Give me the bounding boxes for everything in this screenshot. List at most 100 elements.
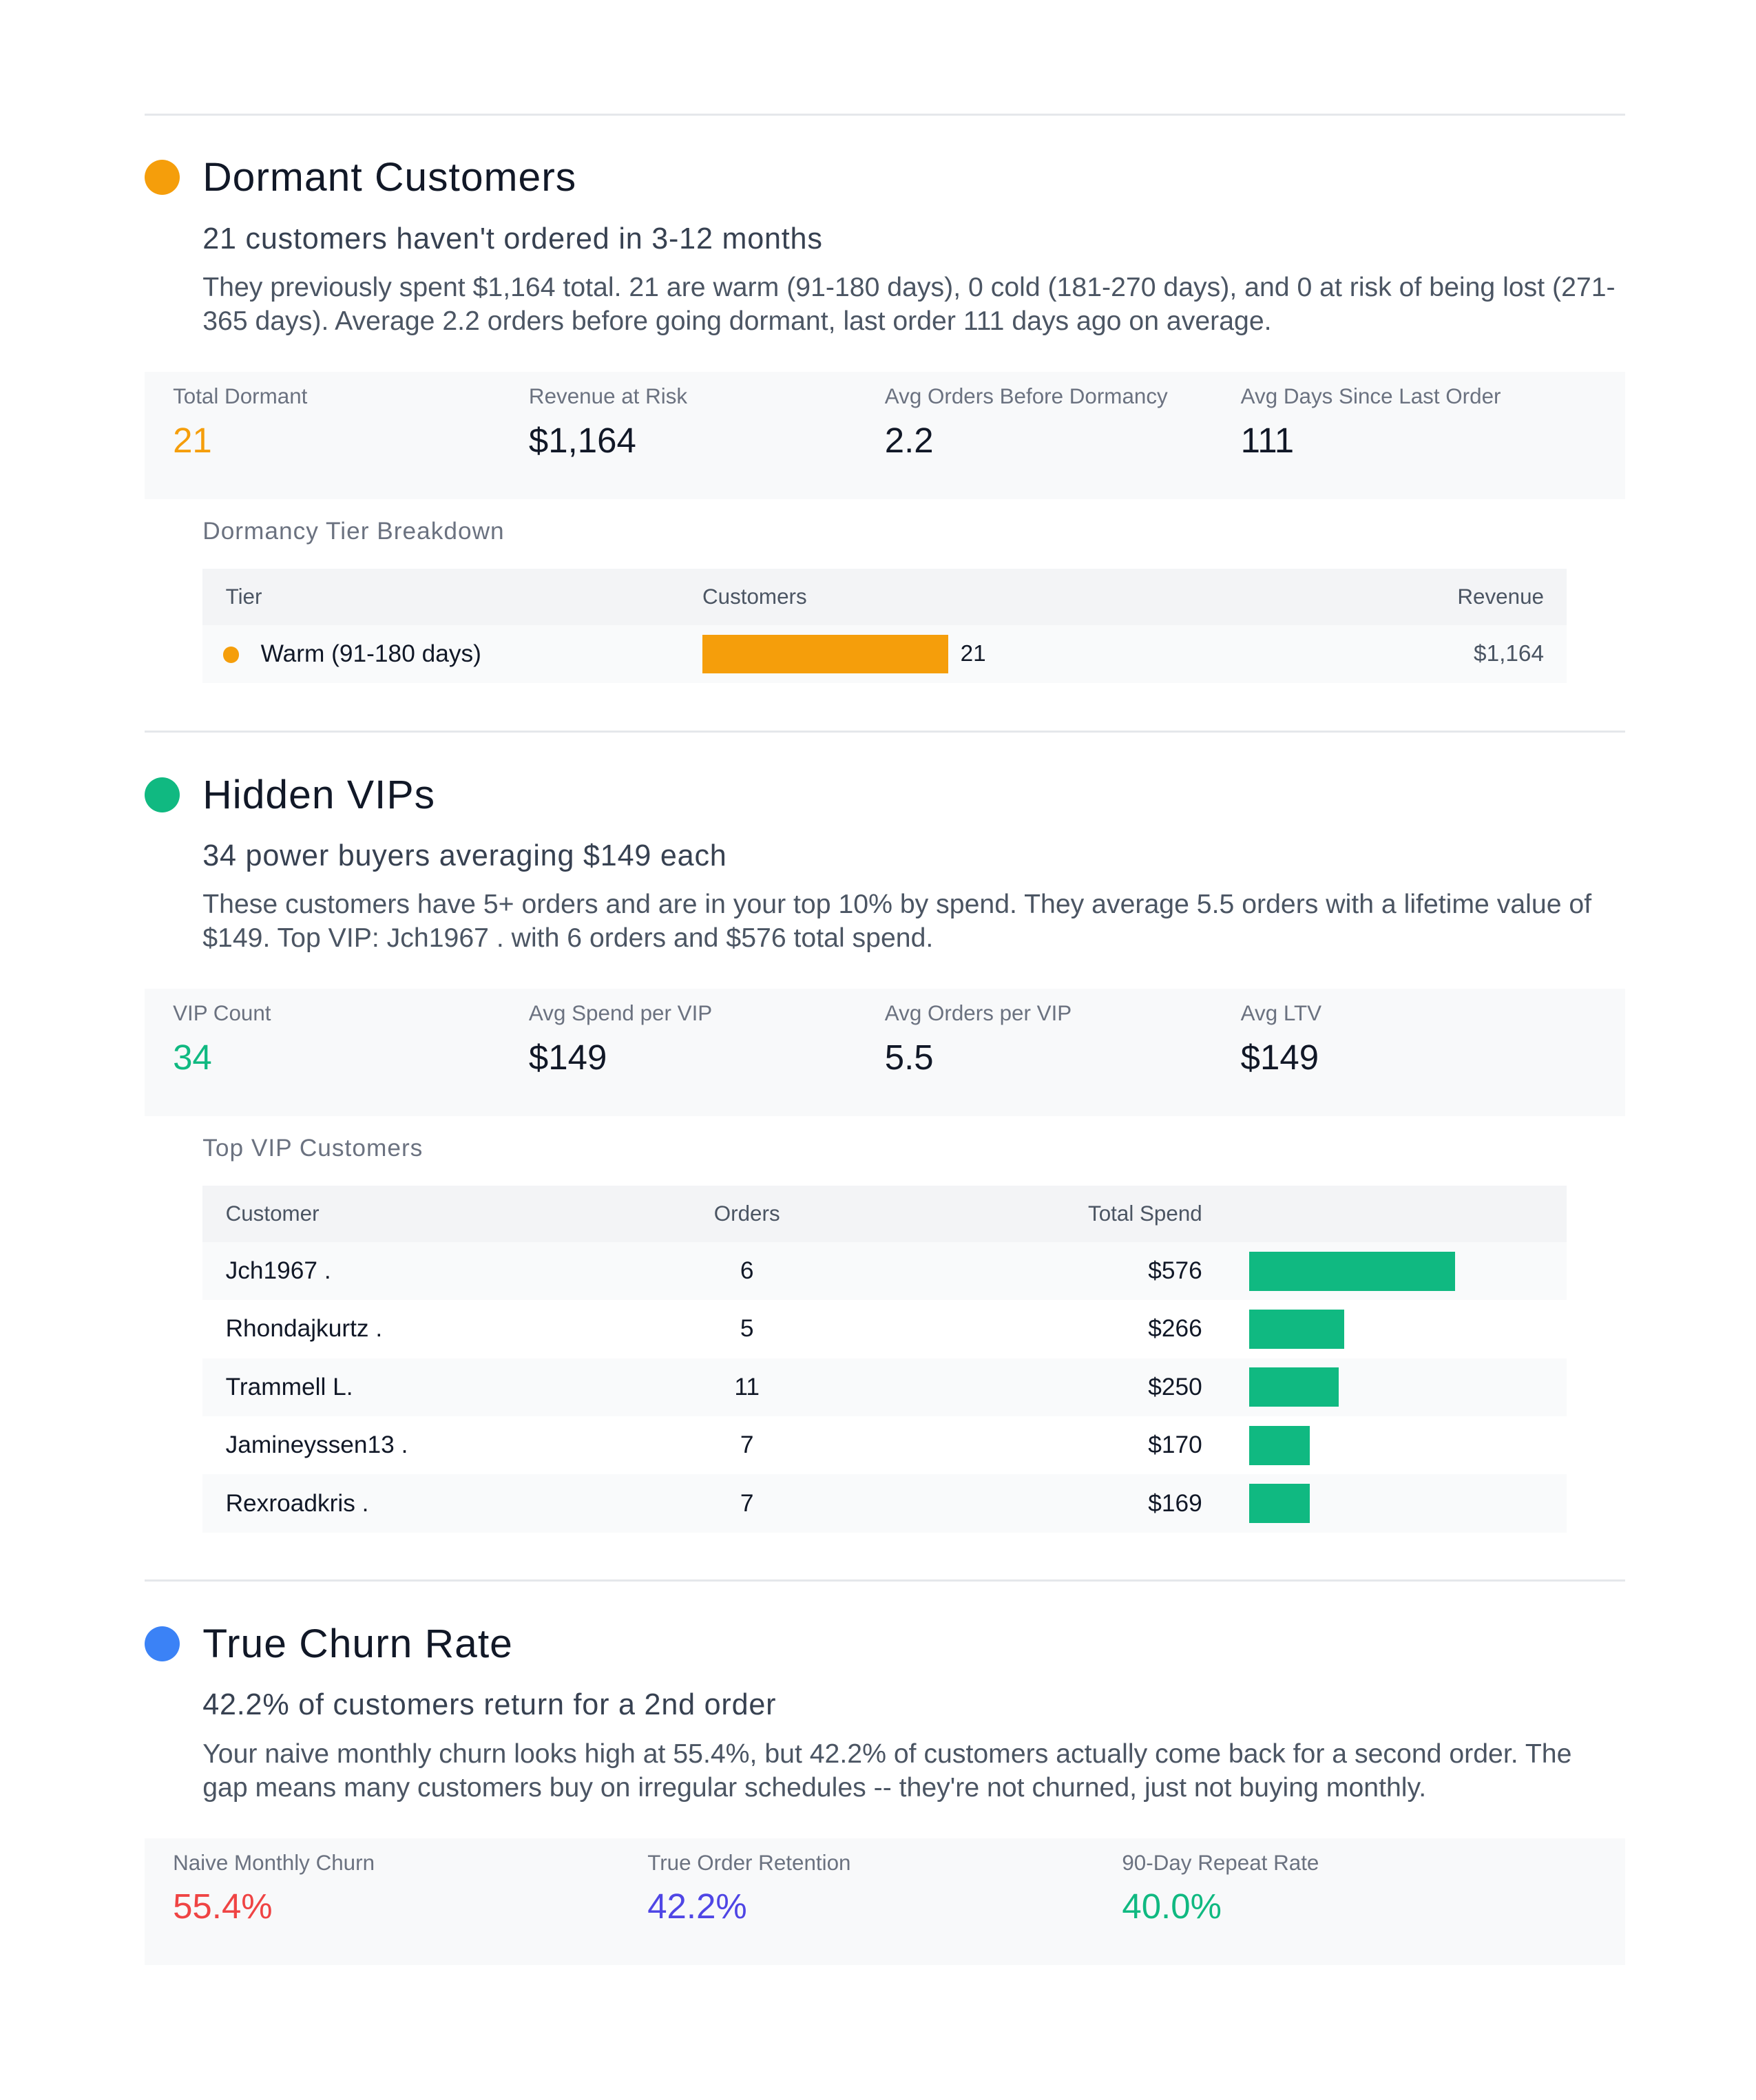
metric: VIP Count 34 — [173, 1001, 529, 1116]
status-dot — [144, 160, 180, 196]
table-row: Warm (91-180 days) 21 $1,164 — [202, 624, 1567, 684]
spend-bar — [1249, 1484, 1310, 1523]
metric: Avg Days Since Last Order 111 — [1241, 384, 1597, 499]
total-spend: $170 — [1148, 1431, 1202, 1459]
section-header: True Churn Rate — [144, 1617, 1625, 1670]
metric: 90-Day Repeat Rate 40.0% — [1122, 1851, 1596, 1966]
revenue: $1,164 — [1474, 641, 1544, 667]
table-caption: Top VIP Customers — [202, 1135, 424, 1162]
section-subtitle: 42.2% of customers return for a 2nd orde… — [202, 1688, 777, 1722]
column-header: Customer — [225, 1201, 320, 1226]
metric-label: Naive Monthly Churn — [173, 1850, 375, 1875]
metric-label: Avg Spend per VIP — [528, 1001, 713, 1026]
metrics-panel: VIP Count 34 Avg Spend per VIP $149 Avg Orde… — [144, 989, 1625, 1116]
table-row: Jamineyssen13 . 7 $170 — [202, 1416, 1567, 1474]
spend-bar — [1249, 1251, 1455, 1291]
divider — [144, 730, 1625, 733]
data-table: Customer Orders Total Spend Jch1967 . 6 $576 R… — [202, 1185, 1567, 1533]
customers-count: 21 — [960, 641, 986, 667]
section-header: Dormant Customers — [144, 151, 1625, 204]
order-count: 7 — [740, 1431, 754, 1459]
metric-label: VIP Count — [173, 1001, 271, 1026]
column-header: Revenue — [1457, 584, 1544, 609]
table-row: Rhondajkurtz . 5 $266 — [202, 1300, 1567, 1358]
metric-label: 90-Day Repeat Rate — [1122, 1850, 1319, 1875]
order-count: 6 — [740, 1257, 754, 1285]
customer-name: Trammell L. — [225, 1373, 353, 1400]
total-spend: $250 — [1148, 1373, 1202, 1400]
metric-value: $149 — [1240, 1037, 1319, 1077]
metric: Avg Spend per VIP $149 — [529, 1001, 885, 1116]
status-dot — [144, 1626, 180, 1662]
divider — [144, 113, 1625, 116]
table-header: Tier Customers Revenue — [202, 568, 1567, 625]
section: True Churn Rate 42.2% of customers return… — [144, 1579, 1625, 1966]
customer-name: Jamineyssen13 . — [225, 1431, 408, 1459]
spend-bar — [1249, 1367, 1339, 1407]
section: Dormant Customers 21 customers haven't or… — [144, 113, 1625, 684]
tier-dot — [222, 647, 240, 663]
metric-value: 2.2 — [884, 420, 934, 460]
column-header: Total Spend — [1088, 1201, 1202, 1226]
table-row: Trammell L. 11 $250 — [202, 1358, 1567, 1416]
metric-value: 34 — [173, 1037, 212, 1077]
status-dot — [144, 777, 180, 812]
top-space — [0, 0, 1756, 114]
table-row: Jch1967 . 6 $576 — [202, 1241, 1567, 1301]
metric-value: $149 — [528, 1037, 607, 1077]
table-row: Rexroadkris . 7 $169 — [202, 1474, 1567, 1533]
metric: Total Dormant 21 — [173, 384, 529, 499]
customer-name: Jch1967 . — [225, 1257, 331, 1285]
metric-label: Revenue at Risk — [528, 384, 688, 408]
section-subtitle: 21 customers haven't ordered in 3-12 mon… — [202, 222, 823, 255]
column-header: Customers — [702, 584, 807, 609]
metric-value: 42.2% — [647, 1887, 747, 1926]
metric: Naive Monthly Churn 55.4% — [173, 1851, 647, 1966]
metric-label: True Order Retention — [647, 1850, 851, 1875]
table-header: Customer Orders Total Spend — [202, 1185, 1567, 1242]
section-description: These customers have 5+ orders and are i… — [202, 889, 1592, 954]
section-description: They previously spent $1,164 total. 21 a… — [202, 272, 1616, 337]
metric: Avg LTV $149 — [1241, 1001, 1597, 1116]
metric-label: Avg Orders per VIP — [884, 1001, 1072, 1026]
order-count: 7 — [740, 1489, 754, 1517]
metric-label: Avg LTV — [1240, 1001, 1322, 1026]
metric-label: Avg Days Since Last Order — [1240, 384, 1501, 408]
section-title: True Churn Rate — [202, 1621, 513, 1667]
spend-bar — [1249, 1425, 1310, 1465]
divider — [144, 1579, 1625, 1582]
metrics-panel: Naive Monthly Churn 55.4% True Order Reten… — [144, 1838, 1625, 1966]
data-table: Tier Customers Revenue Warm (91-180 days) 21… — [202, 568, 1567, 684]
order-count: 11 — [734, 1373, 760, 1400]
metric-value: 111 — [1240, 420, 1295, 460]
total-spend: $576 — [1148, 1257, 1202, 1285]
column-header: Tier — [225, 584, 262, 609]
section-description: Your naive monthly churn looks high at 5… — [202, 1738, 1572, 1803]
section-subtitle: 34 power buyers averaging $149 each — [202, 839, 727, 872]
section-header: Hidden VIPs — [144, 768, 1625, 821]
metric-value: $1,164 — [528, 420, 636, 460]
metric: Revenue at Risk $1,164 — [529, 384, 885, 499]
metric-value: 5.5 — [884, 1037, 934, 1077]
table-caption: Dormancy Tier Breakdown — [202, 518, 505, 545]
tier-name: Warm (91-180 days) — [260, 640, 481, 668]
customers-bar — [702, 634, 948, 674]
metric: Avg Orders Before Dormancy 2.2 — [885, 384, 1241, 499]
section-title: Dormant Customers — [202, 155, 577, 200]
section: Hidden VIPs 34 power buyers averaging $14… — [144, 730, 1625, 1533]
order-count: 5 — [740, 1315, 754, 1343]
metric-label: Total Dormant — [173, 384, 308, 408]
metric-value: 21 — [173, 420, 212, 460]
metric: True Order Retention 42.2% — [647, 1851, 1122, 1966]
metric: Avg Orders per VIP 5.5 — [885, 1001, 1241, 1116]
metric-value: 55.4% — [173, 1887, 273, 1926]
total-spend: $266 — [1148, 1315, 1202, 1343]
metric-label: Avg Orders Before Dormancy — [884, 384, 1168, 408]
metric-value: 40.0% — [1122, 1887, 1222, 1926]
metrics-panel: Total Dormant 21 Revenue at Risk $1,164 Avg … — [144, 372, 1625, 499]
customer-name: Rhondajkurtz . — [225, 1315, 383, 1343]
customer-name: Rexroadkris . — [225, 1489, 369, 1517]
